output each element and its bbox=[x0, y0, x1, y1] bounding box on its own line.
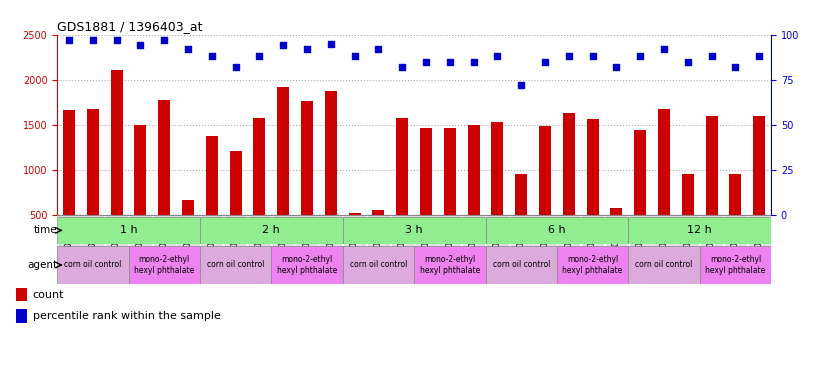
Point bbox=[86, 37, 100, 43]
Bar bbox=[397, 118, 408, 215]
Bar bbox=[414, 246, 486, 284]
Text: count: count bbox=[33, 290, 64, 300]
Point bbox=[443, 59, 456, 65]
Point bbox=[586, 53, 599, 59]
Bar bbox=[372, 210, 384, 215]
Bar bbox=[753, 116, 765, 215]
Point bbox=[396, 64, 409, 70]
Bar bbox=[343, 217, 486, 244]
Point bbox=[157, 37, 171, 43]
Text: corn oil control: corn oil control bbox=[64, 260, 122, 270]
Bar bbox=[486, 246, 557, 284]
Text: time: time bbox=[33, 225, 57, 235]
Bar bbox=[206, 136, 218, 215]
Bar bbox=[16, 288, 26, 301]
Bar bbox=[325, 91, 337, 215]
Bar bbox=[200, 217, 343, 244]
Bar bbox=[272, 246, 343, 284]
Point bbox=[539, 59, 552, 65]
Bar bbox=[557, 246, 628, 284]
Text: mono-2-ethyl
hexyl phthalate: mono-2-ethyl hexyl phthalate bbox=[562, 255, 623, 275]
Point bbox=[206, 53, 219, 59]
Point bbox=[467, 59, 480, 65]
Bar bbox=[135, 125, 146, 215]
Bar bbox=[468, 125, 480, 215]
Text: 2 h: 2 h bbox=[263, 225, 280, 235]
Bar bbox=[658, 109, 670, 215]
Bar bbox=[706, 116, 717, 215]
Text: percentile rank within the sample: percentile rank within the sample bbox=[33, 311, 220, 321]
Text: mono-2-ethyl
hexyl phthalate: mono-2-ethyl hexyl phthalate bbox=[134, 255, 194, 275]
Text: mono-2-ethyl
hexyl phthalate: mono-2-ethyl hexyl phthalate bbox=[277, 255, 337, 275]
Bar bbox=[129, 246, 200, 284]
Point bbox=[324, 41, 337, 47]
Point bbox=[372, 46, 385, 52]
Bar bbox=[563, 113, 574, 215]
Point bbox=[610, 64, 623, 70]
Text: mono-2-ethyl
hexyl phthalate: mono-2-ethyl hexyl phthalate bbox=[419, 255, 480, 275]
Bar bbox=[16, 309, 26, 323]
Text: corn oil control: corn oil control bbox=[350, 260, 407, 270]
Text: 12 h: 12 h bbox=[687, 225, 712, 235]
Point bbox=[63, 37, 76, 43]
Bar bbox=[628, 217, 771, 244]
Point bbox=[110, 37, 123, 43]
Bar bbox=[277, 87, 289, 215]
Point bbox=[705, 53, 718, 59]
Point bbox=[229, 64, 242, 70]
Bar bbox=[254, 118, 265, 215]
Bar bbox=[229, 151, 242, 215]
Bar bbox=[86, 109, 99, 215]
Bar bbox=[57, 246, 129, 284]
Bar bbox=[610, 208, 623, 215]
Bar bbox=[700, 246, 771, 284]
Point bbox=[348, 53, 361, 59]
Bar bbox=[682, 174, 694, 215]
Bar bbox=[628, 246, 700, 284]
Point bbox=[277, 42, 290, 48]
Bar bbox=[420, 127, 432, 215]
Point bbox=[752, 53, 765, 59]
Bar bbox=[486, 217, 628, 244]
Bar bbox=[634, 130, 646, 215]
Bar bbox=[539, 126, 551, 215]
Point bbox=[300, 46, 313, 52]
Point bbox=[419, 59, 432, 65]
Bar bbox=[111, 70, 122, 215]
Point bbox=[634, 53, 647, 59]
Text: 3 h: 3 h bbox=[406, 225, 423, 235]
Point bbox=[658, 46, 671, 52]
Point bbox=[729, 64, 742, 70]
Point bbox=[515, 82, 528, 88]
Point bbox=[134, 42, 147, 48]
Bar bbox=[343, 246, 414, 284]
Bar bbox=[63, 110, 75, 215]
Bar bbox=[200, 246, 272, 284]
Point bbox=[181, 46, 194, 52]
Bar bbox=[348, 213, 361, 215]
Bar bbox=[182, 200, 194, 215]
Point bbox=[562, 53, 575, 59]
Text: GDS1881 / 1396403_at: GDS1881 / 1396403_at bbox=[57, 20, 202, 33]
Bar bbox=[730, 174, 742, 215]
Text: corn oil control: corn oil control bbox=[636, 260, 693, 270]
Bar bbox=[158, 99, 171, 215]
Point bbox=[491, 53, 504, 59]
Point bbox=[681, 59, 694, 65]
Bar bbox=[587, 119, 599, 215]
Text: 1 h: 1 h bbox=[120, 225, 137, 235]
Bar bbox=[57, 217, 200, 244]
Text: agent: agent bbox=[27, 260, 57, 270]
Text: corn oil control: corn oil control bbox=[207, 260, 264, 270]
Text: mono-2-ethyl
hexyl phthalate: mono-2-ethyl hexyl phthalate bbox=[705, 255, 765, 275]
Text: corn oil control: corn oil control bbox=[493, 260, 550, 270]
Bar bbox=[515, 174, 527, 215]
Text: 6 h: 6 h bbox=[548, 225, 565, 235]
Bar bbox=[444, 128, 456, 215]
Point bbox=[253, 53, 266, 59]
Bar bbox=[491, 122, 503, 215]
Bar bbox=[301, 101, 313, 215]
